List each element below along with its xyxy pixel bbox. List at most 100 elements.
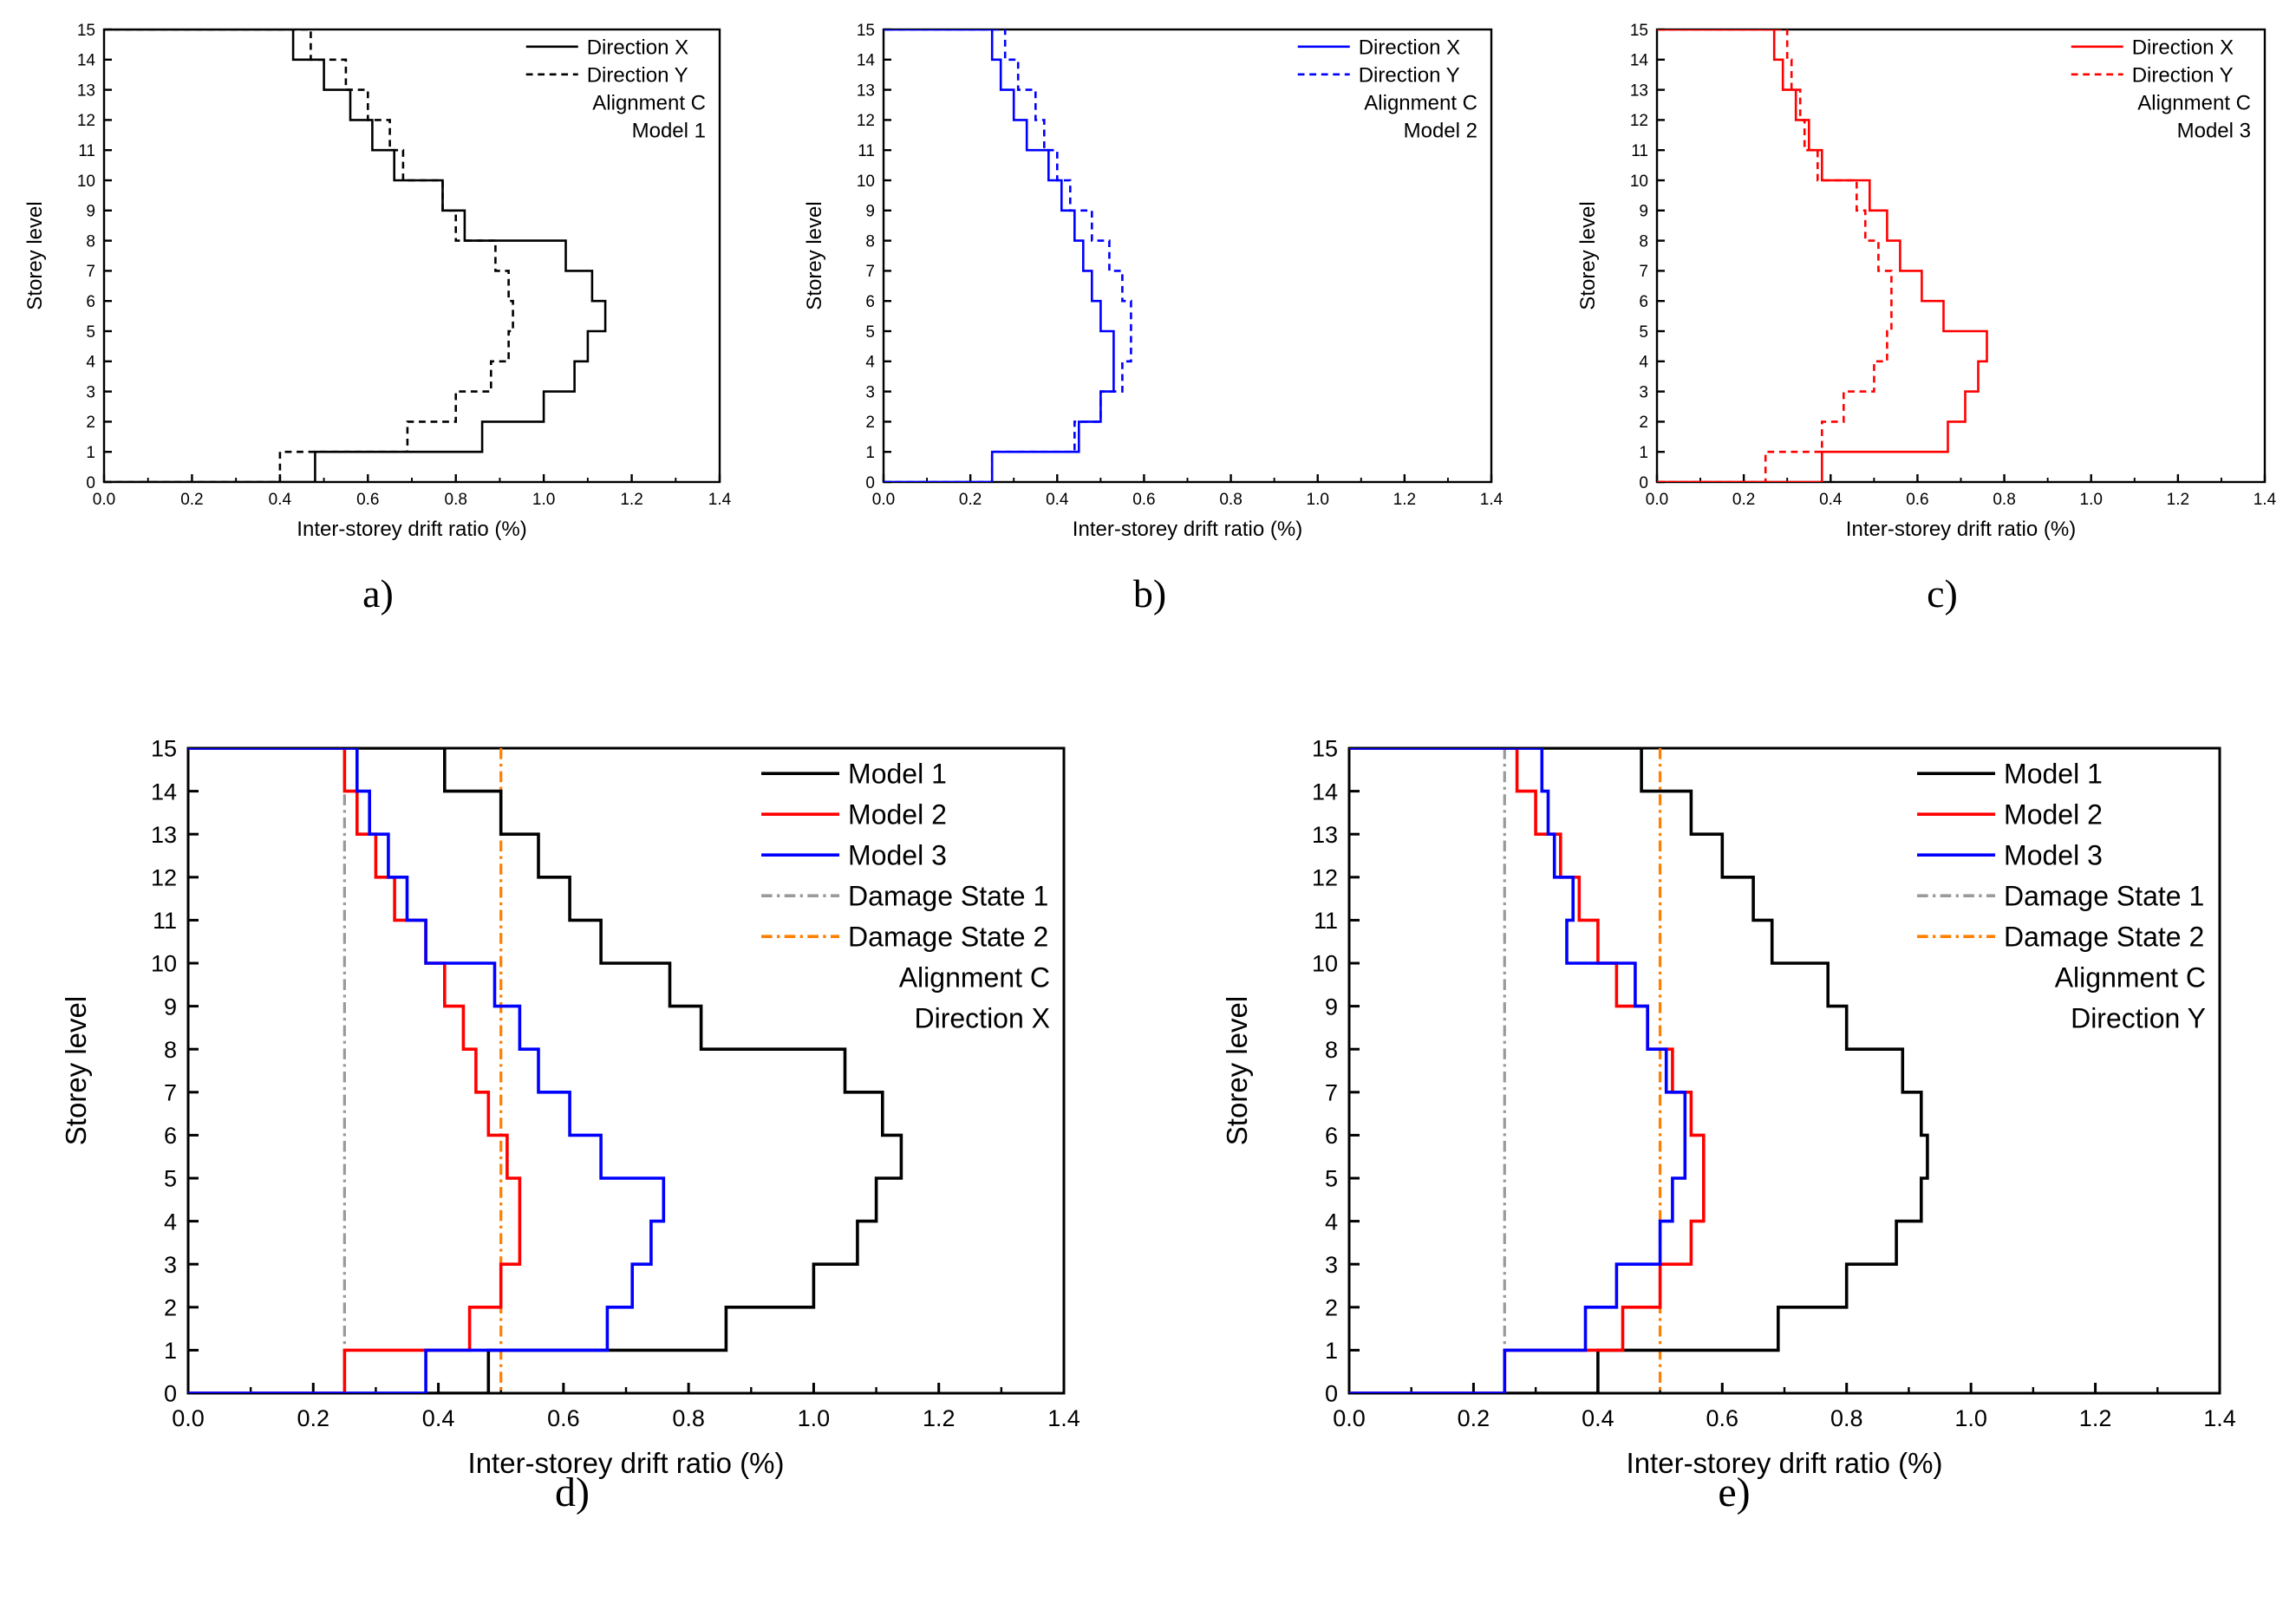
series-line-model-3 [1349,748,1687,1393]
legend: Model 1 Model 2 Model 3 Damage State 1 Damag… [761,759,1050,1034]
y-axis-label: Storey level [60,996,92,1145]
x-tick-label: 0.2 [180,491,203,509]
panel-caption: b) [1133,571,1166,616]
x-tick-label: 0.6 [1706,1405,1739,1431]
x-tick-label: 0.0 [1333,1405,1366,1431]
y-tick-label: 8 [865,232,875,251]
annotation-label: Alignment C [2055,962,2206,994]
x-tick-label: 1.0 [1954,1405,1987,1431]
chart-panel-c: 0.0 0.2 0.4 0.6 0.8 1.0 1.2 1.40123456789101112… [1576,22,2277,616]
x-tick-label: 1.0 [532,491,555,509]
y-tick-label: 11 [153,908,177,934]
x-tick-label: 0.4 [269,491,292,509]
x-tick-label: 0.4 [1819,491,1843,509]
legend-label: Model 3 [2004,840,2103,871]
annotation-label: Alignment C [1364,91,1477,114]
y-tick-label: 1 [86,444,95,462]
annotation-label: Alignment C [899,962,1050,994]
annotation-label: Model 2 [1404,119,1477,142]
y-tick-label: 15 [1630,22,1648,40]
series-line-model-1 [1349,748,1929,1393]
x-tick-label: 1.4 [1047,1405,1080,1431]
y-tick-label: 3 [865,383,875,401]
y-tick-label: 14 [1312,779,1338,805]
series-line-model-1 [188,748,903,1393]
y-tick-label: 4 [1325,1209,1338,1235]
x-tick-label: 1.4 [2254,491,2277,509]
y-tick-label: 12 [1312,865,1338,891]
y-tick-label: 12 [857,112,875,130]
y-tick-label: 11 [1631,142,1648,160]
x-tick-label: 1.4 [1480,491,1503,509]
x-tick-label: 0.8 [445,491,467,509]
y-tick-label: 5 [1325,1166,1338,1192]
x-tick-label: 1.4 [2203,1405,2236,1431]
y-tick-label: 4 [86,354,95,372]
chart-panel-d: 0.0 0.2 0.4 0.6 0.8 1.0 1.2 1.40123456789101112… [60,736,1080,1515]
annotation-label: Model 3 [2177,119,2251,142]
y-tick-label: 12 [1630,112,1648,130]
y-tick-label: 11 [78,142,95,160]
y-tick-label: 7 [1325,1080,1338,1106]
legend-label: Direction X [587,36,688,59]
x-tick-label: 0.8 [672,1405,705,1431]
x-tick-label: 0.6 [1906,491,1928,509]
x-tick-label: 1.2 [2167,491,2189,509]
y-tick-label: 8 [86,232,95,251]
y-tick-label: 13 [1630,81,1648,100]
y-tick-label: 13 [151,822,177,848]
y-tick-label: 8 [164,1037,177,1063]
y-tick-label: 15 [1312,736,1338,762]
y-tick-label: 9 [164,994,177,1020]
x-tick-label: 0.2 [959,491,982,509]
x-axis-label: Inter-storey drift ratio (%) [468,1447,785,1479]
y-tick-label: 5 [865,323,875,342]
x-tick-label: 1.0 [2080,491,2103,509]
legend-label: Damage State 2 [848,922,1048,953]
x-axis-label: Inter-storey drift ratio (%) [1627,1447,1943,1479]
x-tick-label: 0.4 [1582,1405,1614,1431]
y-tick-label: 11 [1314,908,1338,934]
y-tick-label: 0 [164,1381,177,1407]
y-tick-label: 7 [164,1080,177,1106]
y-tick-label: 7 [1639,263,1648,281]
y-tick-label: 9 [1325,994,1338,1020]
legend: Model 1 Model 2 Model 3 Damage State 1 Damag… [1917,759,2206,1034]
plot-area [884,29,1132,482]
legend-label: Model 1 [848,759,947,790]
x-tick-label: 0.6 [356,491,379,509]
x-tick-label: 0.8 [1219,491,1242,509]
y-tick-label: 10 [1630,173,1648,191]
x-tick-label: 1.4 [708,491,732,509]
y-tick-label: 9 [1639,203,1648,221]
plot-area [1657,29,1988,482]
x-tick-label: 1.2 [923,1405,956,1431]
y-tick-label: 14 [1630,52,1649,70]
y-tick-label: 6 [1639,293,1648,311]
y-tick-label: 12 [151,865,177,891]
y-tick-label: 13 [857,81,875,100]
y-tick-label: 1 [1325,1338,1338,1364]
y-tick-label: 5 [164,1166,177,1192]
x-axis-label: Inter-storey drift ratio (%) [1073,518,1302,541]
y-tick-label: 13 [1312,822,1338,848]
panel-caption: c) [1927,571,1958,616]
y-tick-label: 9 [865,203,875,221]
y-tick-label: 1 [1639,444,1648,462]
chart-panel-a: 0.0 0.2 0.4 0.6 0.8 1.0 1.2 1.40123456789101112… [23,22,732,616]
y-tick-label: 2 [1639,414,1648,432]
x-tick-label: 0.8 [1993,491,2015,509]
y-tick-label: 14 [857,52,876,70]
y-tick-label: 15 [151,736,177,762]
chart-panel-e: 0.0 0.2 0.4 0.6 0.8 1.0 1.2 1.40123456789101112… [1221,736,2236,1515]
y-tick-label: 9 [86,203,95,221]
y-tick-label: 10 [151,951,177,977]
y-tick-label: 15 [77,22,95,40]
legend-label: Model 1 [2004,759,2103,790]
x-tick-label: 1.2 [1393,491,1416,509]
y-tick-label: 6 [865,293,875,311]
y-tick-label: 2 [164,1295,177,1321]
series-line-direction-y [1657,29,1893,482]
y-tick-label: 5 [1639,323,1648,342]
y-tick-label: 3 [164,1252,177,1278]
